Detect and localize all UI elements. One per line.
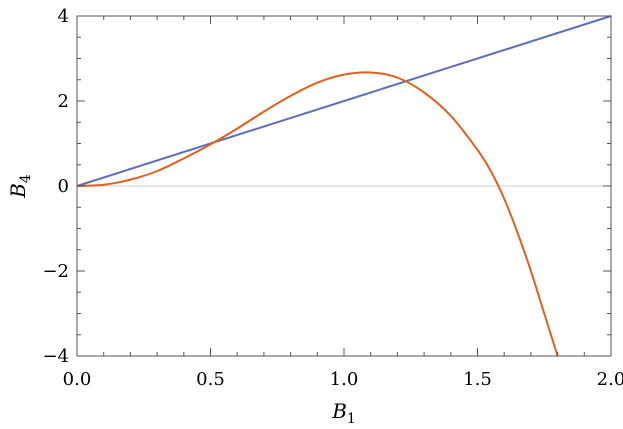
series-line-2 [76,71,559,357]
x-tick-label: 1.0 [330,369,359,390]
y-tick-label: 4 [58,6,69,27]
y-axis-label: B4 [6,174,34,199]
x-tick-label: 1.5 [463,369,492,390]
x-tick-label: 2.0 [597,369,623,390]
series-line-1 [76,15,612,187]
axis-ticks [76,15,612,357]
x-tick-label: 0.5 [196,369,225,390]
y-tick-label: −2 [42,261,69,282]
tick-labels: 0.0 0.5 1.0 1.5 2.0 −4 −2 0 2 4 [42,6,623,390]
series-layer [76,15,612,357]
x-tick-label: 0.0 [63,369,92,390]
y-tick-label: 0 [58,176,69,197]
y-tick-label: 2 [58,91,69,112]
x-axis-label: B1 [331,399,356,427]
y-tick-label: −4 [42,346,69,367]
